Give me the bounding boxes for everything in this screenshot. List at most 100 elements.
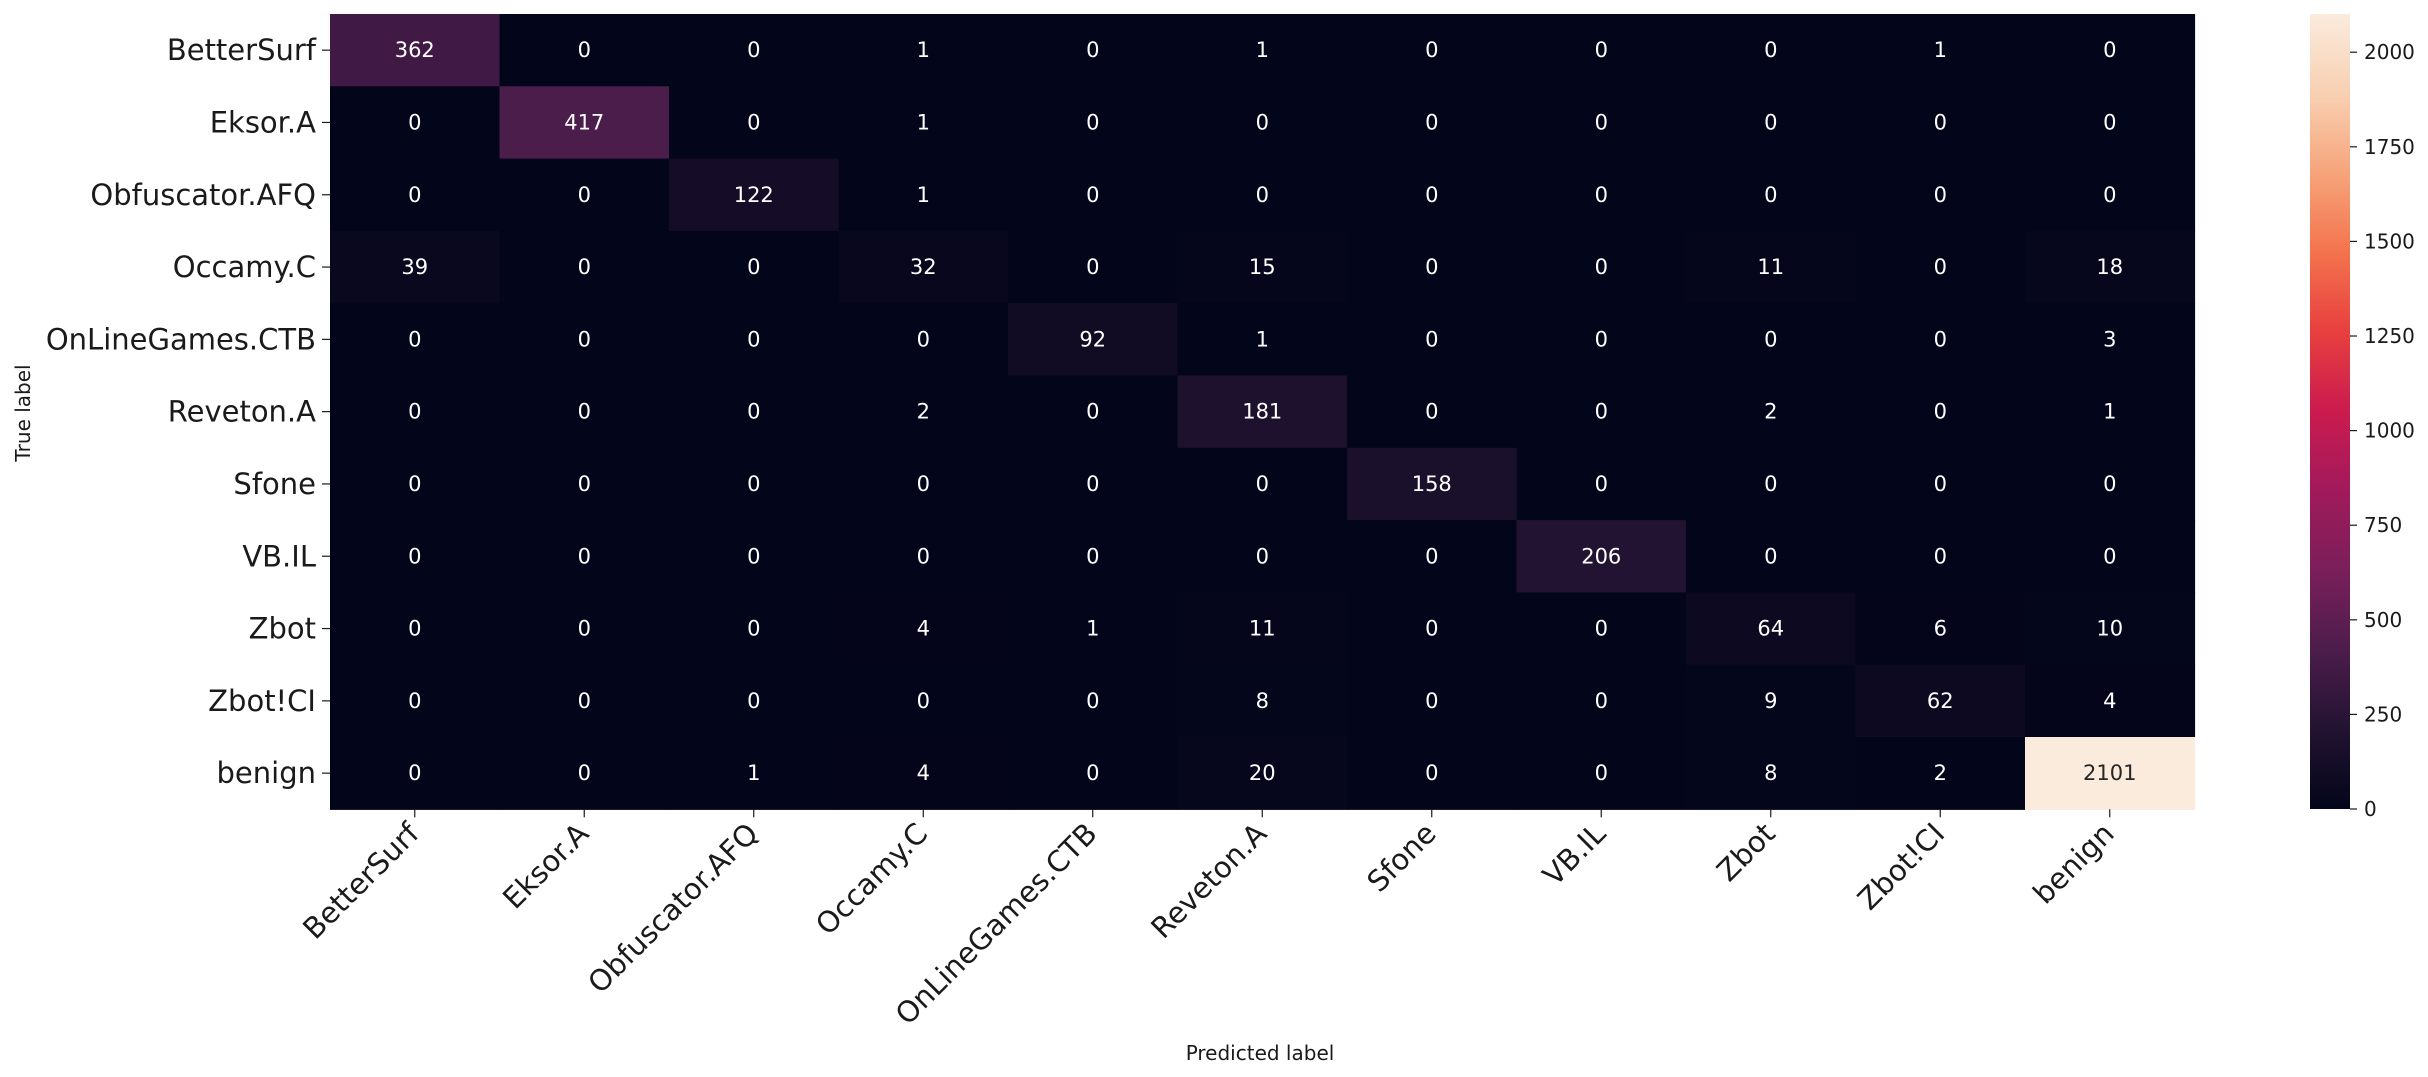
heatmap-cell bbox=[1177, 592, 1348, 666]
heatmap-cell bbox=[330, 737, 501, 810]
heatmap-cell bbox=[1686, 664, 1857, 738]
heatmap-cell bbox=[1686, 737, 1857, 810]
cell-value-label: 362 bbox=[395, 38, 435, 62]
colorbar-tick-label: 1500 bbox=[2364, 229, 2415, 253]
cell-value-label: 0 bbox=[408, 110, 421, 134]
cell-value-label: 1 bbox=[1934, 38, 1947, 62]
cell-value-label: 0 bbox=[917, 544, 930, 568]
heatmap-cell bbox=[1008, 447, 1179, 521]
heatmap-cell bbox=[1686, 592, 1857, 666]
cell-value-label: 0 bbox=[578, 400, 591, 424]
cell-value-label: 39 bbox=[401, 255, 428, 279]
cell-value-label: 0 bbox=[408, 617, 421, 641]
heatmap-cell bbox=[1855, 737, 2026, 810]
colorbar-tick-label: 1000 bbox=[2364, 419, 2415, 443]
colorbar-tick-label: 1750 bbox=[2364, 135, 2415, 159]
cell-value-label: 0 bbox=[1256, 110, 1269, 134]
colorbar-tick-label: 500 bbox=[2364, 608, 2402, 632]
heatmap-cell bbox=[669, 230, 840, 304]
cell-value-label: 0 bbox=[1595, 327, 1608, 351]
x-tick-label: Eksor.A bbox=[496, 816, 595, 915]
cell-value-label: 0 bbox=[1425, 544, 1438, 568]
heatmap-cell bbox=[330, 158, 501, 232]
cell-value-label: 1 bbox=[917, 110, 930, 134]
heatmap-cell bbox=[1516, 664, 1687, 738]
heatmap-cell bbox=[2025, 520, 2196, 593]
heatmap-cell bbox=[838, 520, 1009, 593]
heatmap-cell bbox=[838, 664, 1009, 738]
heatmap-cell bbox=[1686, 158, 1857, 232]
cell-value-label: 0 bbox=[1425, 400, 1438, 424]
heatmap-cell bbox=[669, 14, 840, 87]
x-tick-label: VB.IL bbox=[1536, 816, 1612, 892]
y-tick-label: BetterSurf bbox=[167, 33, 317, 67]
heatmap-cells: 362 0 0 1 0 1 0 0 0 1 00 417 0 1 0 0 0 0 0 0 00 0 122 1 0 0 0 0 0 0 03… bbox=[330, 14, 2196, 810]
cell-value-label: 0 bbox=[917, 327, 930, 351]
heatmap-cell bbox=[2025, 447, 2196, 521]
cell-value-label: 0 bbox=[2103, 110, 2116, 134]
cell-value-label: 0 bbox=[1934, 183, 1947, 207]
cell-value-label: 0 bbox=[1764, 38, 1777, 62]
cell-value-label: 0 bbox=[1086, 183, 1099, 207]
colorbar-tick-label: 2000 bbox=[2364, 40, 2415, 64]
heatmap-cell bbox=[1177, 86, 1348, 160]
cell-value-label: 11 bbox=[1757, 255, 1784, 279]
y-tick-labels: BetterSurf Eksor.A Obfuscator.AFQ Occamy.C O… bbox=[46, 33, 330, 790]
cell-value-label: 64 bbox=[1757, 617, 1784, 641]
heatmap-cell bbox=[1855, 14, 2026, 87]
heatmap-cell bbox=[1855, 592, 2026, 666]
cell-value-label: 0 bbox=[1425, 255, 1438, 279]
heatmap-cell bbox=[838, 447, 1009, 521]
heatmap-cell bbox=[1855, 303, 2026, 377]
heatmap-cell bbox=[330, 375, 501, 449]
cell-value-label: 4 bbox=[917, 617, 930, 641]
heatmap-cell bbox=[1008, 664, 1179, 738]
cell-value-label: 0 bbox=[1934, 472, 1947, 496]
heatmap-cell bbox=[499, 86, 670, 160]
heatmap-cell bbox=[1177, 664, 1348, 738]
heatmap-cell bbox=[1855, 86, 2026, 160]
heatmap-cell bbox=[1686, 230, 1857, 304]
heatmap-cell bbox=[2025, 664, 2196, 738]
heatmap-cell bbox=[838, 592, 1009, 666]
x-tick-label: Reveton.A bbox=[1144, 816, 1273, 945]
cell-value-label: 158 bbox=[1412, 472, 1452, 496]
cell-value-label: 0 bbox=[408, 689, 421, 713]
cell-value-label: 2101 bbox=[2083, 761, 2136, 785]
cell-value-label: 0 bbox=[1934, 400, 1947, 424]
cell-value-label: 1 bbox=[1256, 38, 1269, 62]
x-tick-label: Sfone bbox=[1360, 816, 1442, 898]
cell-value-label: 0 bbox=[1425, 110, 1438, 134]
cell-value-label: 181 bbox=[1242, 400, 1282, 424]
heatmap-cell bbox=[838, 375, 1009, 449]
cell-value-label: 1 bbox=[917, 183, 930, 207]
cell-value-label: 0 bbox=[917, 472, 930, 496]
x-tick-label: Zbot!CI bbox=[1851, 816, 1951, 916]
heatmap-cell bbox=[2025, 375, 2196, 449]
cell-value-label: 0 bbox=[1086, 689, 1099, 713]
heatmap-cell bbox=[1686, 375, 1857, 449]
cell-value-label: 0 bbox=[408, 544, 421, 568]
cell-value-label: 0 bbox=[1086, 110, 1099, 134]
cell-value-label: 2 bbox=[917, 400, 930, 424]
heatmap-cell bbox=[2025, 230, 2196, 304]
heatmap-cell bbox=[499, 592, 670, 666]
cell-value-label: 0 bbox=[2103, 38, 2116, 62]
heatmap-cell bbox=[1008, 737, 1179, 810]
heatmap-cell bbox=[669, 303, 840, 377]
heatmap-cell bbox=[838, 14, 1009, 87]
cell-value-label: 122 bbox=[734, 183, 774, 207]
cell-value-label: 1 bbox=[1086, 617, 1099, 641]
cell-value-label: 0 bbox=[1595, 689, 1608, 713]
heatmap-cell bbox=[2025, 14, 2196, 87]
colorbar: 0 250 500 750 1000 1250 1500 1750 2000 bbox=[2310, 14, 2415, 821]
cell-value-label: 0 bbox=[1595, 255, 1608, 279]
heatmap-cell bbox=[2025, 158, 2196, 232]
heatmap-cell bbox=[838, 86, 1009, 160]
heatmap-cell bbox=[1008, 375, 1179, 449]
cell-value-label: 9 bbox=[1764, 689, 1777, 713]
colorbar-tick-label: 750 bbox=[2364, 513, 2402, 537]
cell-value-label: 0 bbox=[408, 761, 421, 785]
cell-value-label: 0 bbox=[1425, 38, 1438, 62]
